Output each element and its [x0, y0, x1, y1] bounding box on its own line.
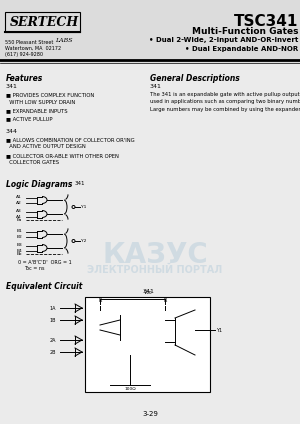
Text: Y1: Y1 — [216, 327, 222, 332]
Text: Watertown, MA  02172: Watertown, MA 02172 — [5, 46, 61, 51]
Text: General Descriptions: General Descriptions — [150, 74, 240, 83]
Text: A3: A3 — [16, 209, 22, 214]
Text: Logic Diagrams: Logic Diagrams — [6, 180, 72, 189]
Text: Ea: Ea — [16, 218, 22, 222]
Text: B1: B1 — [16, 229, 22, 234]
Text: WITH LOW SUPPLY DRAIN: WITH LOW SUPPLY DRAIN — [6, 100, 75, 104]
Text: R: R — [98, 298, 102, 303]
Text: 2B: 2B — [50, 349, 56, 354]
Text: 1B: 1B — [50, 318, 56, 323]
Text: 3-29: 3-29 — [142, 411, 158, 417]
Text: • Dual Expandable AND-NOR: • Dual Expandable AND-NOR — [185, 46, 298, 52]
Text: 341: 341 — [6, 84, 18, 89]
Text: LABS: LABS — [55, 38, 73, 43]
Text: A1: A1 — [16, 195, 22, 200]
Text: ■ ALLOWS COMBINATION OF COLLECTOR OR'ING: ■ ALLOWS COMBINATION OF COLLECTOR OR'ING — [6, 137, 135, 142]
Text: 550 Pleasant Street: 550 Pleasant Street — [5, 40, 53, 45]
Text: КАЗУС: КАЗУС — [102, 241, 208, 269]
Text: used in applications such as comparing two binary numbers.: used in applications such as comparing t… — [150, 100, 300, 104]
Text: ■ PROVIDES COMPLEX FUNCTION: ■ PROVIDES COMPLEX FUNCTION — [6, 92, 94, 97]
Text: A4: A4 — [16, 215, 22, 218]
Text: COLLECTOR GATES: COLLECTOR GATES — [6, 161, 59, 165]
Bar — [85, 297, 210, 392]
Text: 0 = A'B'C'D'  ORG = 1: 0 = A'B'C'D' ORG = 1 — [18, 260, 72, 265]
Text: ■ EXPANDABLE INPUTS: ■ EXPANDABLE INPUTS — [6, 108, 68, 113]
Text: 100Ω: 100Ω — [124, 387, 136, 391]
Text: ЭЛЕКТРОННЫЙ ПОРТАЛ: ЭЛЕКТРОННЫЙ ПОРТАЛ — [87, 265, 223, 275]
Text: 2A: 2A — [50, 338, 56, 343]
Text: ■ ACTIVE PULLUP: ■ ACTIVE PULLUP — [6, 117, 52, 122]
Text: Toc = ns: Toc = ns — [24, 266, 44, 271]
Text: Vcc: Vcc — [144, 290, 152, 295]
Text: AND ACTIVE OUTPUT DESIGN: AND ACTIVE OUTPUT DESIGN — [6, 145, 86, 150]
Text: Multi-Function Gates: Multi-Function Gates — [191, 27, 298, 36]
Text: B2: B2 — [16, 234, 22, 238]
Text: B4: B4 — [16, 248, 22, 253]
Bar — [0, 0, 300, 62]
Bar — [5, 12, 80, 32]
Text: 341: 341 — [142, 289, 154, 294]
Text: 1A: 1A — [50, 306, 56, 310]
Text: Features: Features — [6, 74, 43, 83]
Text: 344: 344 — [6, 129, 18, 134]
Text: A2: A2 — [16, 201, 22, 204]
Text: Y2: Y2 — [81, 239, 86, 243]
Text: 341: 341 — [150, 84, 162, 89]
Text: ■ COLLECTOR OR-ABLE WITH OTHER OPEN: ■ COLLECTOR OR-ABLE WITH OTHER OPEN — [6, 153, 119, 158]
Text: Eb: Eb — [16, 252, 22, 256]
Text: 341: 341 — [75, 181, 86, 186]
Text: SERTECH: SERTECH — [10, 16, 79, 28]
Text: Equivalent Circuit: Equivalent Circuit — [6, 282, 82, 291]
Text: TSC341: TSC341 — [234, 14, 298, 29]
Text: Y1: Y1 — [81, 205, 86, 209]
Text: (617) 924-9280: (617) 924-9280 — [5, 52, 43, 57]
Text: R: R — [163, 298, 167, 303]
Text: The 341 is an expandable gate with active pullup outputs. It is: The 341 is an expandable gate with activ… — [150, 92, 300, 97]
Text: • Dual 2-Wide, 2-Input AND-OR-Invert: • Dual 2-Wide, 2-Input AND-OR-Invert — [148, 37, 298, 43]
Text: Large numbers may be combined by using the expander inputs.: Large numbers may be combined by using t… — [150, 107, 300, 112]
Text: B3: B3 — [16, 243, 22, 248]
